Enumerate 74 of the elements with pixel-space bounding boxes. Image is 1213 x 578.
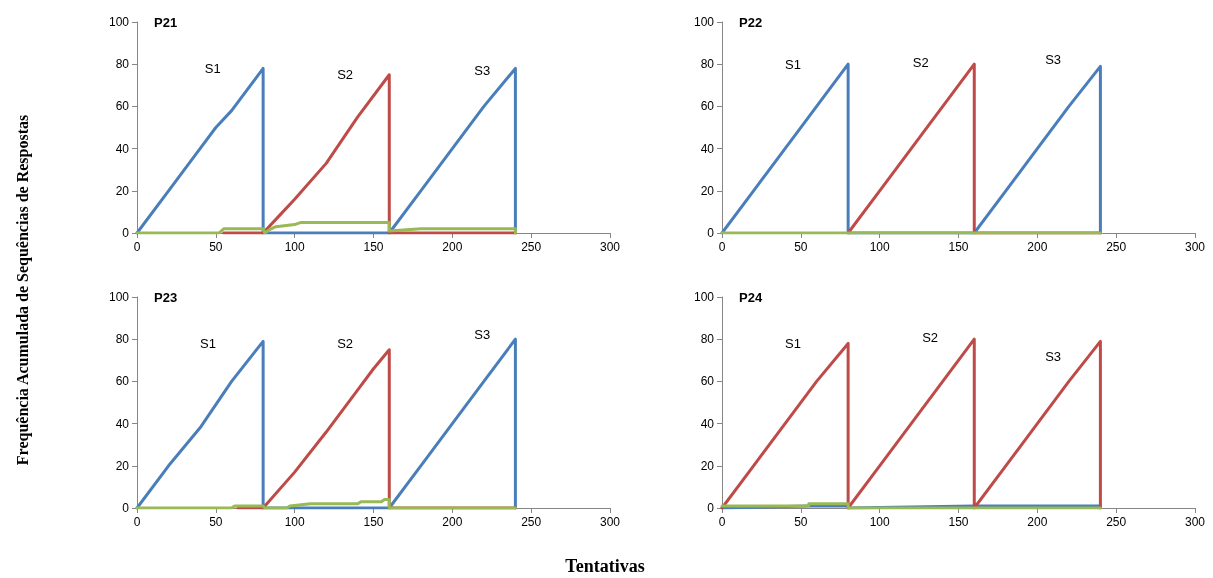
y-tick-label: 100 [693, 290, 715, 304]
x-tick-label: 100 [869, 240, 890, 254]
x-tick-label: 250 [521, 515, 542, 529]
x-tick-label: 200 [1027, 240, 1048, 254]
line-series [135, 66, 517, 235]
x-tick-label: 150 [363, 240, 384, 254]
x-tick-label: 150 [948, 240, 969, 254]
x-tick-label: 300 [599, 515, 621, 529]
y-tick-label: 40 [700, 416, 715, 431]
y-tick-label: 100 [693, 15, 715, 29]
annotation: S3 [1045, 348, 1062, 364]
y-tick-label: 40 [115, 416, 130, 431]
annotation: S2 [922, 329, 939, 345]
y-tick-label: 100 [108, 290, 130, 304]
x-tick-label: 50 [209, 240, 223, 254]
x-tick-label: 300 [599, 240, 621, 254]
y-tick-label: 60 [700, 374, 715, 389]
x-tick-label: 150 [363, 515, 384, 529]
x-tick-label: 100 [284, 515, 305, 529]
annotation: S2 [337, 335, 354, 351]
annotation: S1 [785, 335, 801, 351]
x-tick-label: 200 [442, 515, 463, 529]
x-axis-title: Tentativas [565, 556, 645, 577]
annotation: S1 [204, 60, 221, 76]
chart-title: P23 [154, 290, 178, 305]
y-tick-label: 20 [700, 183, 715, 198]
y-tick-label: 80 [115, 57, 130, 72]
y-axis-title: Frequência Acumulada de Sequências de Respostas [14, 114, 32, 466]
y-tick-label: 100 [108, 15, 130, 29]
y-tick-label: 60 [115, 374, 130, 389]
y-tick-label: 0 [707, 226, 715, 240]
x-tick-label: 0 [133, 240, 141, 254]
annotation: S2 [337, 67, 354, 83]
y-tick-label: 0 [122, 226, 130, 240]
y-tick-label: 0 [707, 501, 715, 515]
x-tick-label: 0 [718, 240, 726, 254]
y-tick-label: 80 [700, 332, 715, 347]
x-tick-label: 150 [948, 515, 969, 529]
x-tick-label: 250 [521, 240, 542, 254]
annotation: S3 [474, 63, 491, 79]
annotation: S3 [1045, 52, 1062, 68]
y-tick-label: 60 [700, 99, 715, 114]
annotation: S3 [474, 327, 491, 343]
annotation: S1 [785, 56, 801, 72]
x-tick-label: 200 [442, 240, 463, 254]
line-series [135, 498, 517, 510]
annotation: S2 [912, 54, 929, 70]
x-tick-label: 0 [718, 515, 726, 529]
y-tick-label: 40 [115, 141, 130, 156]
x-tick-label: 50 [794, 515, 808, 529]
x-tick-label: 50 [794, 240, 808, 254]
x-tick-label: 250 [1106, 515, 1127, 529]
chart-title: P22 [739, 15, 763, 30]
x-tick-label: 300 [1184, 515, 1206, 529]
x-tick-label: 250 [1106, 240, 1127, 254]
x-tick-label: 100 [284, 240, 305, 254]
y-tick-label: 80 [700, 57, 715, 72]
y-tick-label: 20 [115, 458, 130, 473]
chart-title: P21 [154, 15, 178, 30]
x-tick-label: 50 [209, 515, 223, 529]
x-tick-label: 100 [869, 515, 890, 529]
y-tick-label: 40 [700, 141, 715, 156]
x-tick-label: 200 [1027, 515, 1048, 529]
y-tick-label: 20 [700, 458, 715, 473]
x-tick-label: 300 [1184, 240, 1206, 254]
line-series [135, 220, 517, 235]
y-tick-label: 0 [122, 501, 130, 515]
y-tick-label: 80 [115, 332, 130, 347]
y-tick-label: 60 [115, 99, 130, 114]
y-tick-label: 20 [115, 183, 130, 198]
x-tick-label: 0 [133, 515, 141, 529]
line-series [135, 337, 517, 510]
chart-title: P24 [739, 290, 763, 305]
annotation: S1 [200, 335, 216, 351]
